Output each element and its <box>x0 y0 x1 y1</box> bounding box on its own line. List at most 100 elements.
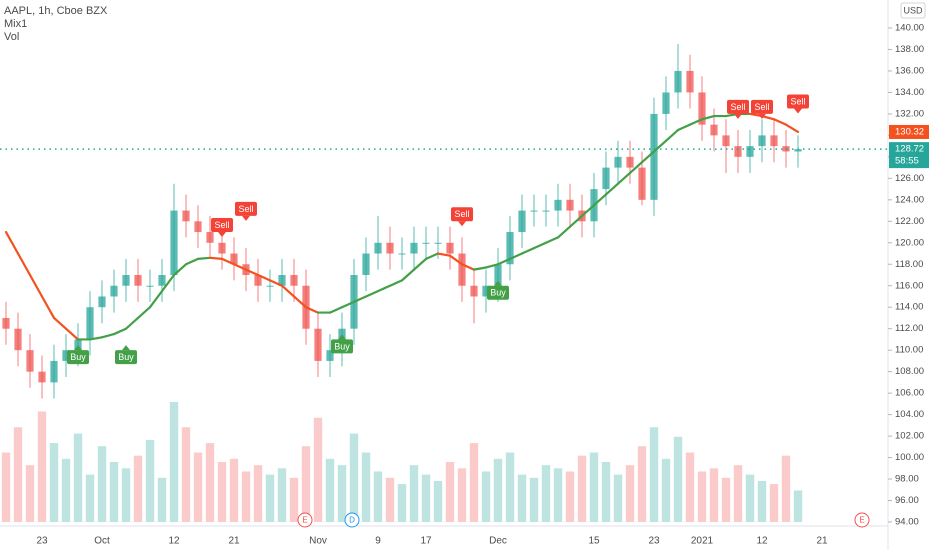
signal-arrow <box>458 221 466 227</box>
signal-arrow <box>122 345 130 351</box>
candle-body <box>614 156 622 168</box>
event-label[interactable]: E <box>859 516 864 525</box>
y-tick-label: 102.00 <box>895 431 924 442</box>
volume-bar <box>409 465 419 522</box>
candle-body <box>458 253 466 286</box>
volume-bar <box>385 477 395 522</box>
ma-line <box>628 161 644 175</box>
volume-bar <box>229 458 239 522</box>
ma-line <box>280 284 296 298</box>
last-price-box <box>889 142 929 169</box>
signal-label: Sell <box>790 96 805 106</box>
event-marker[interactable] <box>297 512 313 528</box>
x-tick-label: 2021 <box>691 536 714 547</box>
candle-body <box>734 146 742 157</box>
volume-bar <box>373 471 383 522</box>
volume-bar <box>589 452 599 522</box>
volume-bar <box>625 465 635 522</box>
ma-line <box>664 128 680 142</box>
ma-line <box>424 252 440 260</box>
ma-line <box>340 300 356 309</box>
ma-line <box>40 295 56 320</box>
x-tick-label: 12 <box>756 536 768 547</box>
ma-line <box>220 257 236 266</box>
ma-line <box>208 256 224 260</box>
ma-line <box>328 306 344 314</box>
event-label[interactable]: E <box>302 516 307 525</box>
volume-bar <box>637 446 647 522</box>
volume-bar <box>349 433 359 522</box>
candle-body <box>50 360 58 383</box>
candle-body <box>386 242 394 254</box>
signal-label: Buy <box>70 352 86 362</box>
ma-line <box>616 171 632 185</box>
candle-body <box>182 210 190 222</box>
ma-line <box>52 316 68 330</box>
volume-bar <box>517 474 527 522</box>
volume-bar <box>445 462 455 522</box>
volume-bar <box>13 427 23 522</box>
volume-bar <box>397 484 407 522</box>
candle-body <box>638 167 646 200</box>
candle-body <box>14 328 22 351</box>
ma-line <box>544 236 560 244</box>
signal-label: Sell <box>214 220 229 230</box>
signal-label: Sell <box>730 102 745 112</box>
candle-body <box>782 146 790 152</box>
volume-bar <box>649 427 659 522</box>
event-marker[interactable] <box>344 512 360 528</box>
candle-body <box>158 275 166 286</box>
event-label[interactable]: D <box>349 516 355 525</box>
ma-price-label: 130.32 <box>895 126 924 137</box>
event-marker[interactable] <box>854 512 870 528</box>
ma-line <box>352 295 368 303</box>
candle-body <box>410 242 418 254</box>
candle-body <box>698 92 706 125</box>
signal-label: Buy <box>334 341 350 351</box>
candle-body <box>710 124 718 136</box>
signal-box <box>487 285 509 300</box>
volume-bar <box>685 452 695 522</box>
volume-bar <box>61 458 71 522</box>
candle-body <box>674 70 682 93</box>
volume-bar <box>145 439 155 522</box>
signal-box <box>235 201 257 216</box>
x-tick-label: Nov <box>309 536 327 547</box>
ma-line <box>688 118 704 126</box>
volume-bar <box>169 402 179 522</box>
candle-body <box>290 275 298 286</box>
signal-arrow <box>758 113 766 119</box>
x-tick-label: 9 <box>375 536 381 547</box>
volume-bar <box>133 455 143 522</box>
ma-line <box>136 306 152 320</box>
ma-line <box>88 336 104 341</box>
candle-body <box>566 199 574 211</box>
y-tick-label: 94.00 <box>895 517 919 528</box>
candle-body <box>362 253 370 275</box>
currency[interactable]: USD <box>903 5 923 15</box>
currency-box[interactable] <box>900 2 926 19</box>
volume-bar <box>553 468 563 522</box>
y-tick-label: 108.00 <box>895 366 924 377</box>
candle-body <box>170 210 178 275</box>
x-tick-label: 21 <box>816 536 828 547</box>
candle-body <box>794 149 802 152</box>
candle-body <box>194 221 202 233</box>
volume-bar <box>253 465 263 522</box>
candle-body <box>722 135 730 147</box>
signal-box <box>67 350 89 365</box>
volume-bar <box>769 484 779 522</box>
volume-bar <box>301 446 311 522</box>
ma-line <box>4 230 20 255</box>
signal-arrow <box>494 280 502 286</box>
x-tick-label: 23 <box>36 536 48 547</box>
volume-bar <box>193 452 203 522</box>
ma-line <box>16 252 32 277</box>
ma-line <box>388 279 404 287</box>
candle-body <box>470 285 478 297</box>
ma-line <box>640 150 656 164</box>
ma-line <box>148 290 164 309</box>
volume-bar <box>313 417 323 522</box>
candle-body <box>686 70 694 93</box>
